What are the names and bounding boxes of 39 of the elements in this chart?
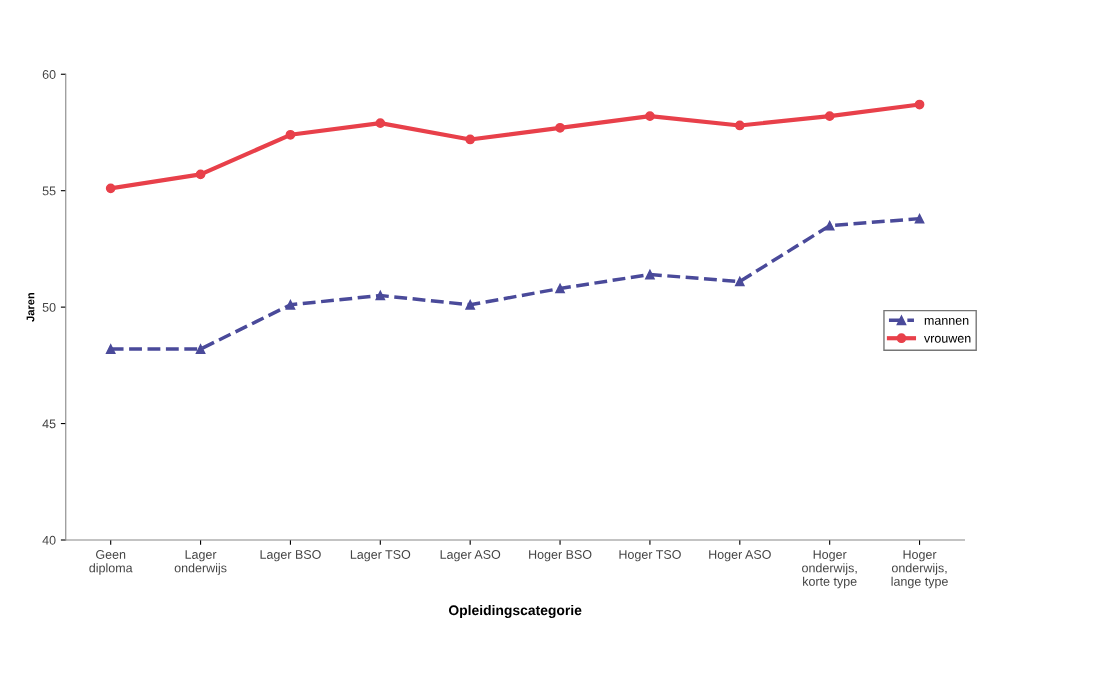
point xyxy=(375,290,386,301)
point xyxy=(105,183,116,194)
y-axis-title: Jaren xyxy=(26,292,35,322)
point xyxy=(375,118,386,129)
point xyxy=(914,99,925,110)
x-tick-label: Hoger BSO xyxy=(529,550,592,562)
point xyxy=(555,283,565,294)
point xyxy=(105,344,116,354)
point xyxy=(645,111,655,122)
y-tick-label: 45 xyxy=(42,419,56,429)
point xyxy=(824,111,835,122)
x-axis-title: Opleidingscategorie xyxy=(448,604,582,618)
point xyxy=(555,122,565,133)
point xyxy=(465,134,476,145)
x-tick-label: Lager BSO xyxy=(260,550,321,562)
x-tick-label: Lager ASO xyxy=(440,550,501,562)
point xyxy=(645,269,655,280)
x-tick-label: Lager TSO xyxy=(350,550,411,562)
x-tick-label: Hoger ASO xyxy=(709,550,771,562)
x-tick-label: Lager onderwijs xyxy=(174,550,227,575)
point xyxy=(914,213,925,224)
x-tick-label: Hoger onderwijs, lange type xyxy=(891,550,948,589)
point xyxy=(285,129,296,140)
y-tick-label: 50 xyxy=(42,302,56,312)
point xyxy=(824,220,835,231)
legend-label: mannen xyxy=(924,317,969,325)
point xyxy=(734,276,745,287)
y-tick-label: 40 xyxy=(42,535,56,545)
point xyxy=(195,169,206,180)
point xyxy=(465,299,476,310)
point xyxy=(734,120,745,131)
x-tick-label: Hoger TSO xyxy=(619,550,681,562)
legend-label: vrouwen xyxy=(924,335,971,343)
point xyxy=(195,344,206,354)
y-tick-label: 60 xyxy=(42,70,56,79)
point xyxy=(285,299,296,310)
x-tick-label: Hoger onderwijs, korte type xyxy=(802,550,857,589)
y-tick-label: 55 xyxy=(42,186,56,196)
x-tick-label: Geen diploma xyxy=(89,550,133,575)
